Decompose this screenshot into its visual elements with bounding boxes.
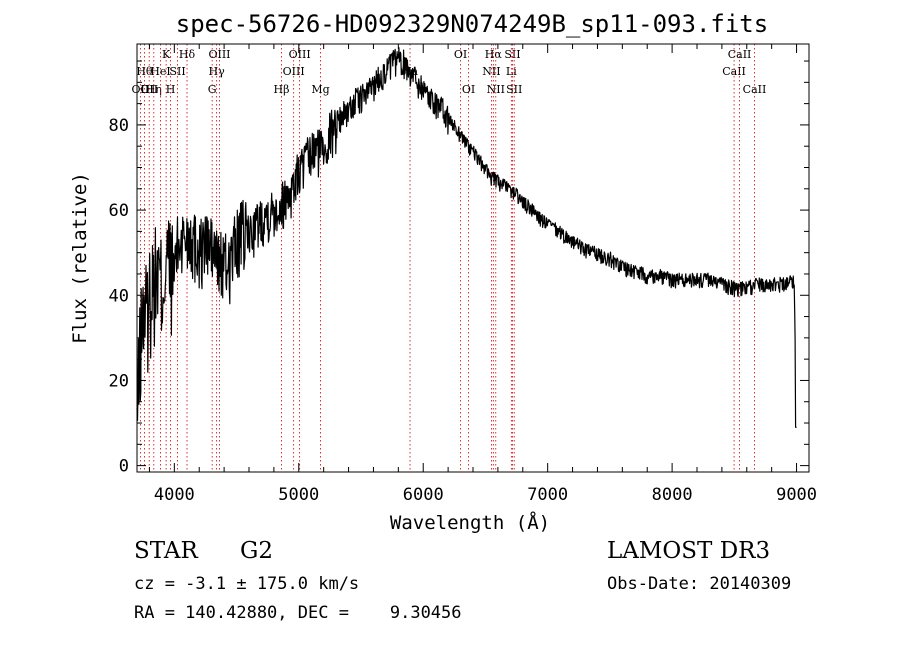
line-label: OIII (289, 48, 311, 61)
line-label: OI (462, 83, 475, 96)
x-axis-label: Wavelength (Å) (390, 511, 550, 534)
y-tick-label: 80 (109, 116, 129, 136)
line-label: Hα (485, 48, 503, 61)
line-label: Hδ (179, 48, 196, 61)
line-label: SII (169, 65, 185, 78)
spectral-line-markers: OIIHθOIIHηHeIKHSIIHδGHγOIIIHβOIIIOIIIMgN… (132, 44, 767, 472)
x-tick-label: 4000 (154, 485, 195, 505)
x-axis: 4000 5000 6000 7000 8000 9000 (148, 44, 817, 505)
line-label: CaII (743, 83, 767, 96)
line-label: K (162, 48, 171, 61)
line-label: Hη (146, 83, 162, 96)
line-label: CaII (722, 65, 746, 78)
y-axis-label: Flux (relative) (69, 172, 91, 344)
y-tick-label: 0 (119, 457, 129, 477)
observation-date: Obs-Date: 20140309 (607, 574, 792, 594)
line-label: NII (482, 65, 500, 78)
x-tick-label: 7000 (527, 485, 568, 505)
x-tick-label: 5000 (278, 485, 319, 505)
redshift-cz: cz = -3.1 ± 175.0 km/s (134, 574, 360, 594)
ra-dec: RA = 140.42880, DEC = 9.30456 (134, 603, 462, 623)
y-tick-label: 60 (109, 201, 129, 221)
line-label: OIII (208, 48, 230, 61)
line-label: Mg (311, 83, 329, 96)
y-axis: 0 20 40 60 80 (109, 60, 809, 477)
line-label: OIII (283, 65, 305, 78)
y-tick-label: 40 (109, 286, 129, 306)
spectrum-line (136, 47, 797, 428)
line-label: NII (487, 83, 505, 96)
y-tick-label: 20 (109, 371, 129, 391)
chart-title: spec-56726-HD092329N074249B_sp11-093.fit… (176, 10, 768, 38)
object-subclass: G2 (240, 538, 274, 564)
line-label: CaII (728, 48, 752, 61)
object-class: STAR (134, 538, 198, 564)
survey-name: LAMOST DR3 (607, 538, 771, 564)
line-label: SII (506, 83, 522, 96)
line-label: Li (506, 65, 517, 78)
line-label: Hγ (209, 65, 226, 78)
line-label: Hβ (274, 83, 290, 96)
x-tick-label: 6000 (403, 485, 444, 505)
x-tick-label: 8000 (652, 485, 693, 505)
line-label: G (208, 83, 217, 96)
line-label: HeI (150, 65, 170, 78)
line-label: H (166, 83, 176, 96)
line-label: OI (454, 48, 467, 61)
x-tick-label: 9000 (776, 485, 817, 505)
line-label: SII (504, 48, 520, 61)
